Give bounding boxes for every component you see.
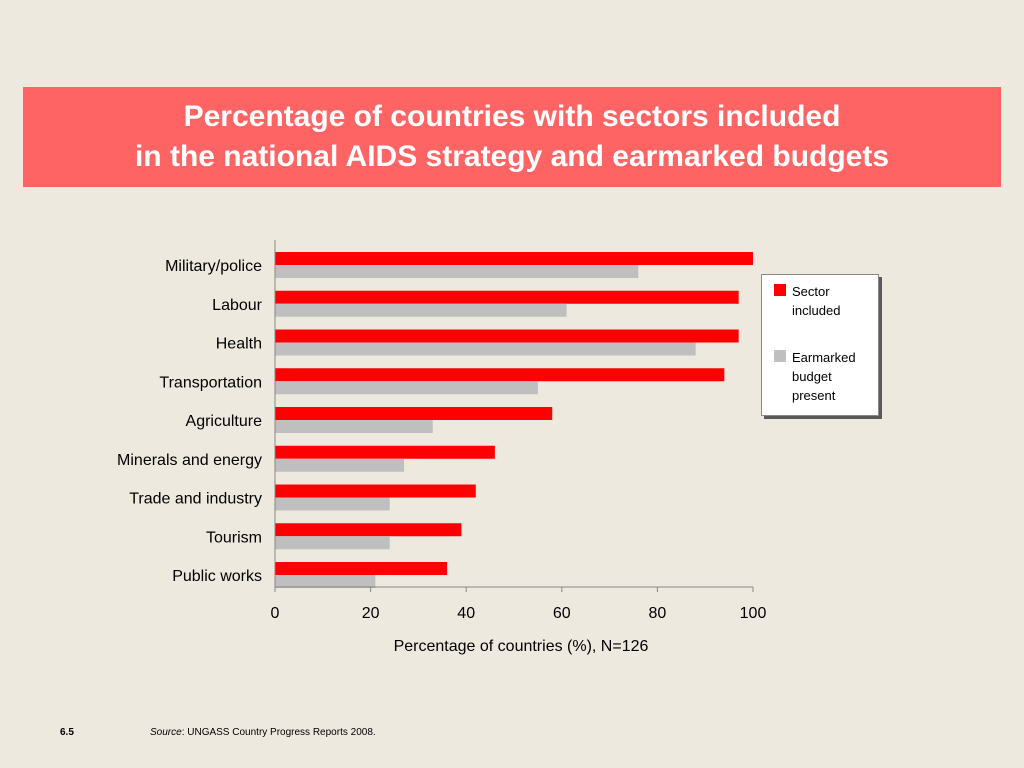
legend-item-sector-included: Sector included [774,282,870,320]
legend-swatch-sector-included [774,284,786,296]
title-band: Percentage of countries with sectors inc… [23,87,1001,187]
category-label-public-works: Public works [172,568,262,585]
source-label: Source [150,727,182,738]
category-label-minerals-and-energy: Minerals and energy [117,452,262,469]
source-note: Source: UNGASS Country Progress Reports … [150,727,376,738]
source-text: : UNGASS Country Progress Reports 2008. [181,727,376,738]
category-label-labour: Labour [212,297,262,314]
legend-label-earmarked-budget: Earmarked budget present [792,350,856,403]
category-label-health: Health [216,336,262,353]
slide-number: 6.5 [60,727,74,738]
bar-earmarked-budget-present-minerals-and-energy [275,458,405,472]
x-tick-label-0: 0 [271,605,280,622]
bar-earmarked-budget-present-trade-and-industry [275,497,390,511]
bar-earmarked-budget-present-labour [275,303,567,317]
bar-sector-included-public-works [275,562,448,575]
bar-earmarked-budget-present-military-police [275,265,639,278]
bar-earmarked-budget-present-transportation [275,381,538,395]
bar-sector-included-tourism [275,523,462,537]
category-label-agriculture: Agriculture [186,413,263,430]
bar-sector-included-trade-and-industry [275,484,476,498]
x-axis-title: Percentage of countries (%), N=126 [394,638,649,655]
category-label-tourism: Tourism [206,529,262,546]
legend-item-earmarked-budget: Earmarked budget present [774,348,870,405]
bar-earmarked-budget-present-tourism [275,536,390,550]
bar-sector-included-health [275,329,739,343]
legend-label-sector-included: Sector included [792,284,841,318]
x-tick-label-80: 80 [649,605,667,622]
bar-sector-included-military-police [275,252,753,265]
bar-sector-included-agriculture [275,407,553,420]
bar-earmarked-budget-present-public-works [275,575,376,588]
category-label-transportation: Transportation [159,374,262,391]
x-tick-label-100: 100 [740,605,767,622]
category-label-trade-and-industry: Trade and industry [129,491,262,508]
bar-earmarked-budget-present-health [275,342,696,356]
category-label-military-police: Military/police [165,258,262,275]
bar-earmarked-budget-present-agriculture [275,420,433,433]
bar-sector-included-minerals-and-energy [275,445,495,459]
legend-swatch-earmarked-budget [774,350,786,362]
bar-sector-included-transportation [275,368,725,382]
bar-sector-included-labour [275,290,739,304]
slide-title-line-1: Percentage of countries with sectors inc… [183,100,841,133]
chart-legend: Sector included Earmarked budget present [761,274,879,416]
x-tick-label-60: 60 [553,605,571,622]
x-tick-label-20: 20 [362,605,380,622]
slide-title-line-2: in the national AIDS strategy and earmar… [134,140,890,173]
x-tick-label-40: 40 [457,605,475,622]
